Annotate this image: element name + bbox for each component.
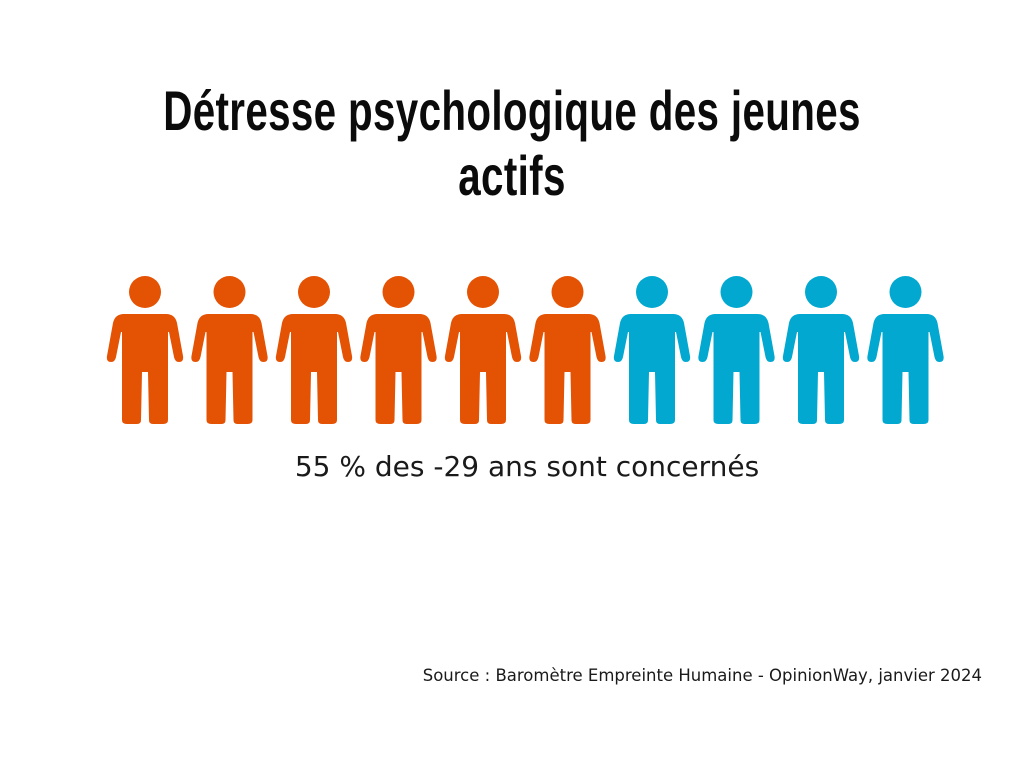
person-body xyxy=(191,314,268,424)
person-body xyxy=(782,314,860,424)
person-icon-highlighted xyxy=(529,276,606,424)
person-body xyxy=(444,314,522,424)
person-head xyxy=(213,276,246,308)
person-icon xyxy=(782,276,860,424)
chart-title: Détresse psychologique des jeunes actifs xyxy=(163,79,861,207)
person-icon-highlighted xyxy=(444,276,522,424)
person-icon-highlighted xyxy=(106,276,184,424)
person-icon-highlighted xyxy=(275,276,353,424)
person-head xyxy=(298,276,330,308)
person-icon-highlighted xyxy=(191,276,268,424)
person-head xyxy=(129,276,161,308)
person-body xyxy=(698,314,775,424)
person-body xyxy=(360,314,437,424)
person-body xyxy=(529,314,606,424)
person-body xyxy=(867,314,944,424)
person-head xyxy=(805,276,837,308)
person-body xyxy=(275,314,353,424)
source-note: Source : Baromètre Empreinte Humaine - O… xyxy=(422,666,982,685)
person-head xyxy=(382,276,415,308)
person-body xyxy=(106,314,184,424)
person-icon xyxy=(613,276,691,424)
person-icon xyxy=(698,276,775,424)
person-icon xyxy=(867,276,944,424)
person-icon-highlighted xyxy=(360,276,437,424)
person-head xyxy=(467,276,499,308)
person-head xyxy=(889,276,922,308)
pictogram xyxy=(106,276,944,424)
person-head xyxy=(636,276,668,308)
person-head xyxy=(720,276,753,308)
caption: 55 % des -29 ans sont concernés xyxy=(294,450,760,483)
person-body xyxy=(613,314,691,424)
person-head xyxy=(551,276,584,308)
